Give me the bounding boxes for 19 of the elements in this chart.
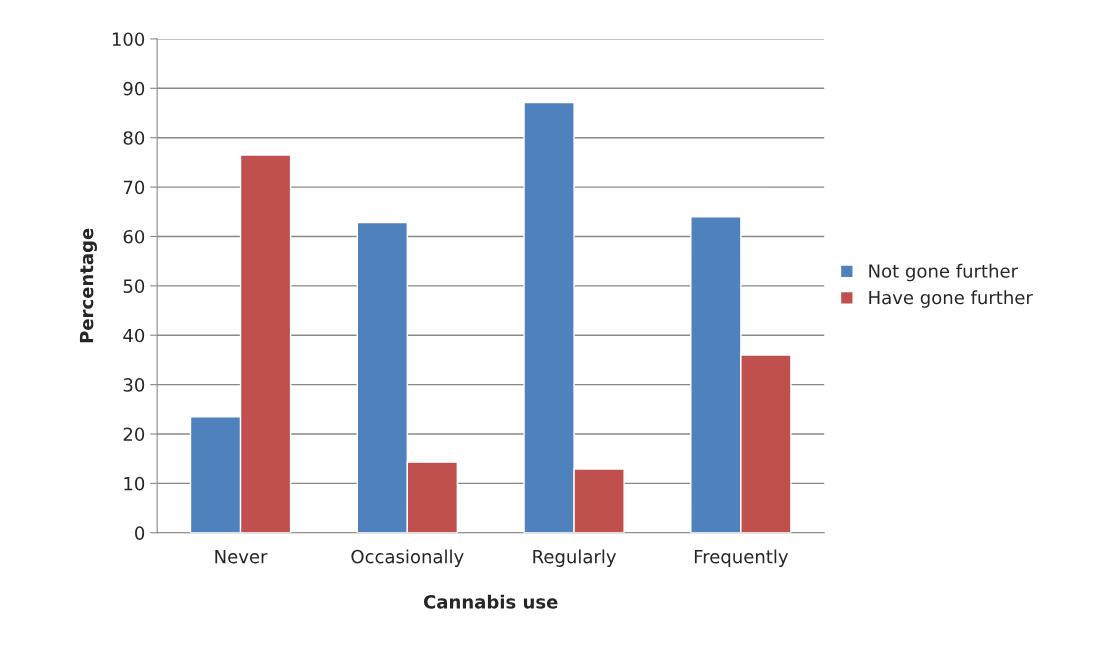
y-tick-label: 30	[123, 378, 145, 392]
y-tick-label: 100	[112, 32, 145, 47]
y-tick-label: 20	[123, 427, 145, 442]
legend-label: Not gone further	[869, 263, 1019, 282]
x-tick-label: Occasionally	[351, 549, 464, 567]
y-tick-label: 40	[123, 328, 145, 343]
y-tick-label: 80	[123, 131, 145, 145]
y-tick-label: 70	[123, 180, 145, 195]
x-axis-title: Cannabis use	[423, 594, 558, 609]
y-tick-label: 50	[123, 279, 145, 293]
y-tick-label: 60	[123, 229, 145, 244]
y-tick-label: 90	[123, 81, 145, 96]
legend-label: Have gone further	[869, 290, 1033, 308]
y-tick-label: 0	[135, 526, 145, 540]
y-axis-title: Percentage	[79, 228, 97, 343]
x-tick-label: Regularly	[533, 549, 617, 567]
x-tick-label: Frequently	[694, 549, 789, 567]
y-tick-label: 10	[124, 476, 145, 491]
x-tick-label: Never	[215, 550, 268, 564]
